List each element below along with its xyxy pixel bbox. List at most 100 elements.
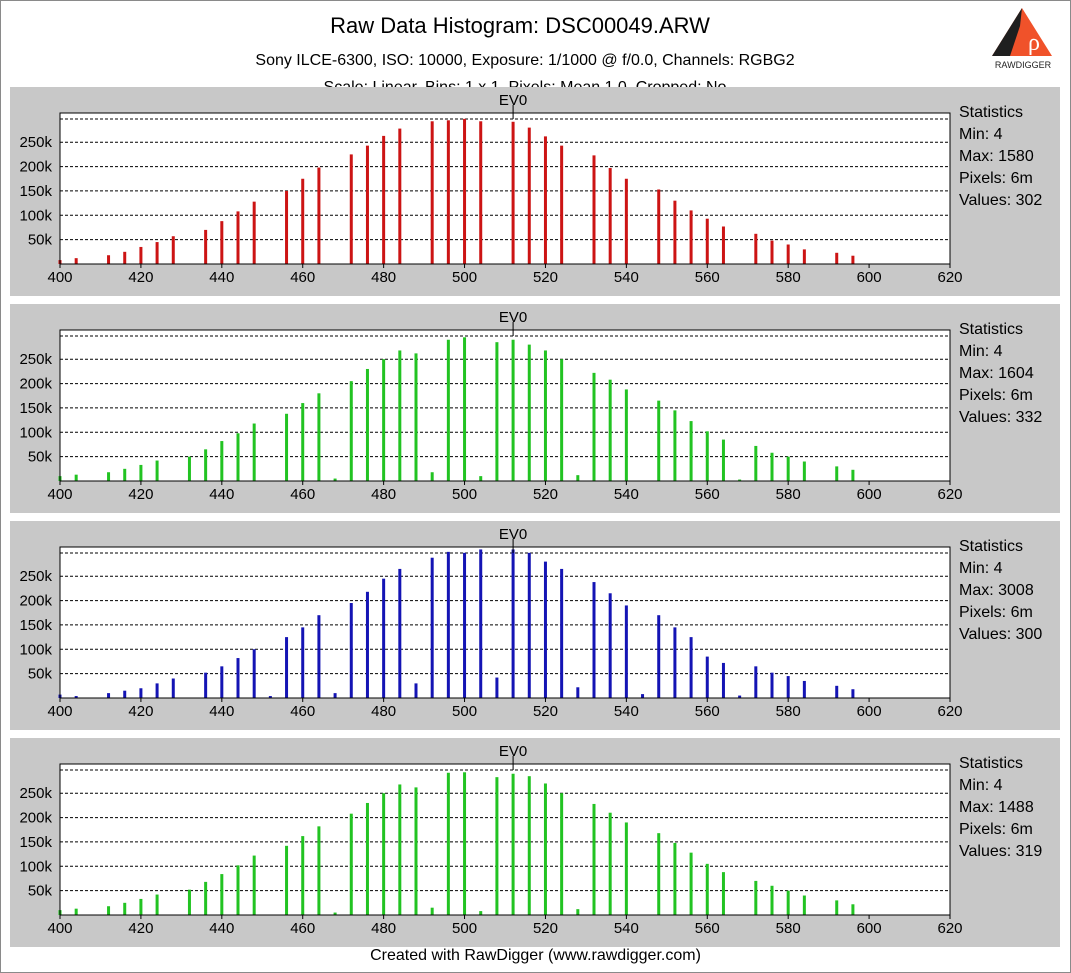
histogram-bar bbox=[204, 449, 208, 481]
stats-heading: Statistics bbox=[959, 104, 1024, 121]
histogram-bar bbox=[754, 233, 758, 264]
histogram-bar bbox=[236, 865, 240, 915]
histogram-bar bbox=[495, 777, 499, 915]
stats-pixels: Pixels: 6m bbox=[959, 170, 1033, 187]
rawdigger-logo: ρ RAWDIGGER bbox=[990, 6, 1056, 72]
histogram-bar bbox=[608, 593, 612, 698]
histogram-bar bbox=[430, 121, 434, 264]
x-tick-label: 400 bbox=[47, 486, 72, 503]
histogram-bar bbox=[835, 252, 839, 264]
histogram-bar bbox=[446, 339, 450, 481]
x-tick-label: 420 bbox=[128, 486, 153, 503]
x-tick-label: 580 bbox=[776, 269, 801, 286]
stats-pixels: Pixels: 6m bbox=[959, 604, 1033, 621]
x-tick-label: 620 bbox=[937, 486, 962, 503]
histogram-bar bbox=[705, 656, 709, 698]
histogram-bar bbox=[74, 696, 78, 698]
y-tick-label: 100k bbox=[19, 858, 52, 875]
histogram-bar bbox=[721, 872, 725, 915]
x-tick-label: 540 bbox=[614, 703, 639, 720]
histogram-bar bbox=[802, 680, 806, 698]
histogram-bar bbox=[317, 393, 321, 481]
histogram-bar bbox=[285, 637, 289, 698]
stats-heading: Statistics bbox=[959, 755, 1024, 772]
plot-border bbox=[59, 546, 951, 699]
histogram-bar bbox=[463, 552, 467, 698]
x-tick-label: 580 bbox=[776, 486, 801, 503]
histogram-bar bbox=[511, 773, 515, 915]
histogram-bar bbox=[527, 344, 531, 481]
x-tick-label: 440 bbox=[209, 703, 234, 720]
histogram-bar bbox=[123, 468, 127, 481]
histogram-bar bbox=[689, 421, 693, 481]
histogram-bar bbox=[786, 890, 790, 915]
x-tick-label: 540 bbox=[614, 269, 639, 286]
ev0-label: EV0 bbox=[499, 92, 527, 109]
x-tick-label: 400 bbox=[47, 920, 72, 937]
histogram-bar bbox=[139, 246, 143, 264]
x-tick-label: 520 bbox=[533, 269, 558, 286]
x-tick-label: 560 bbox=[695, 486, 720, 503]
histogram-bar bbox=[657, 615, 661, 698]
histogram-bar bbox=[187, 456, 191, 481]
histogram-bar bbox=[641, 694, 645, 698]
histogram-bar bbox=[624, 178, 628, 264]
y-tick-label: 250k bbox=[19, 568, 52, 585]
histogram-bar bbox=[220, 666, 224, 698]
y-tick-label: 250k bbox=[19, 134, 52, 151]
x-tick-label: 420 bbox=[128, 920, 153, 937]
statistics-box: Statistics Min: 4 Max: 1488 Pixels: 6m V… bbox=[959, 753, 1042, 863]
stats-min: Min: 4 bbox=[959, 777, 1003, 794]
histogram-bar bbox=[333, 693, 337, 698]
histogram-bar bbox=[495, 677, 499, 698]
x-tick-label: 460 bbox=[290, 920, 315, 937]
x-tick-label: 600 bbox=[857, 269, 882, 286]
y-tick-label: 150k bbox=[19, 617, 52, 634]
histogram-bar bbox=[754, 666, 758, 698]
histogram-bar bbox=[107, 255, 111, 264]
histogram-bar bbox=[463, 772, 467, 915]
stats-heading: Statistics bbox=[959, 321, 1024, 338]
histogram-bar bbox=[851, 469, 855, 481]
histogram-bar bbox=[220, 441, 224, 481]
histogram-bar bbox=[592, 155, 596, 264]
histogram-bar bbox=[365, 591, 369, 698]
y-tick-label: 50k bbox=[28, 232, 53, 249]
histogram-bar bbox=[252, 423, 256, 481]
x-tick-label: 600 bbox=[857, 920, 882, 937]
histogram-bar bbox=[608, 168, 612, 264]
stats-heading: Statistics bbox=[959, 538, 1024, 555]
y-tick-label: 150k bbox=[19, 400, 52, 417]
histogram-bar bbox=[608, 379, 612, 481]
histogram-bar bbox=[543, 561, 547, 698]
histogram-bar bbox=[365, 368, 369, 481]
plot-border bbox=[59, 329, 951, 482]
histogram-bar bbox=[689, 637, 693, 698]
histogram-bar bbox=[382, 359, 386, 481]
plot-border bbox=[59, 112, 951, 265]
histogram-panel-green: 50k 100k 150k 200k 250k 400 420 440 460 480 500 520… bbox=[10, 304, 1060, 513]
histogram-bar bbox=[268, 696, 272, 698]
histogram-bar bbox=[220, 874, 224, 915]
histogram-bar bbox=[382, 135, 386, 264]
histogram-bar bbox=[187, 889, 191, 915]
histogram-bar bbox=[365, 145, 369, 264]
page-title: Raw Data Histogram: DSC00049.ARW bbox=[330, 13, 710, 38]
histogram-bar bbox=[560, 793, 564, 915]
histogram-bar bbox=[738, 479, 742, 481]
y-tick-label: 150k bbox=[19, 183, 52, 200]
histogram-bar bbox=[479, 911, 483, 915]
y-tick-label: 50k bbox=[28, 449, 53, 466]
y-tick-label: 200k bbox=[19, 810, 52, 827]
histogram-bar bbox=[155, 460, 159, 481]
histogram-bar bbox=[107, 693, 111, 698]
histogram-bar bbox=[301, 178, 305, 264]
stats-max: Max: 3008 bbox=[959, 582, 1034, 599]
x-tick-label: 460 bbox=[290, 486, 315, 503]
histogram-bar bbox=[107, 472, 111, 481]
histogram-bar bbox=[576, 909, 580, 915]
histogram-bar bbox=[802, 249, 806, 264]
histogram-bar bbox=[301, 627, 305, 698]
histogram-bar bbox=[479, 549, 483, 698]
svg-text:ρ: ρ bbox=[1028, 30, 1040, 56]
